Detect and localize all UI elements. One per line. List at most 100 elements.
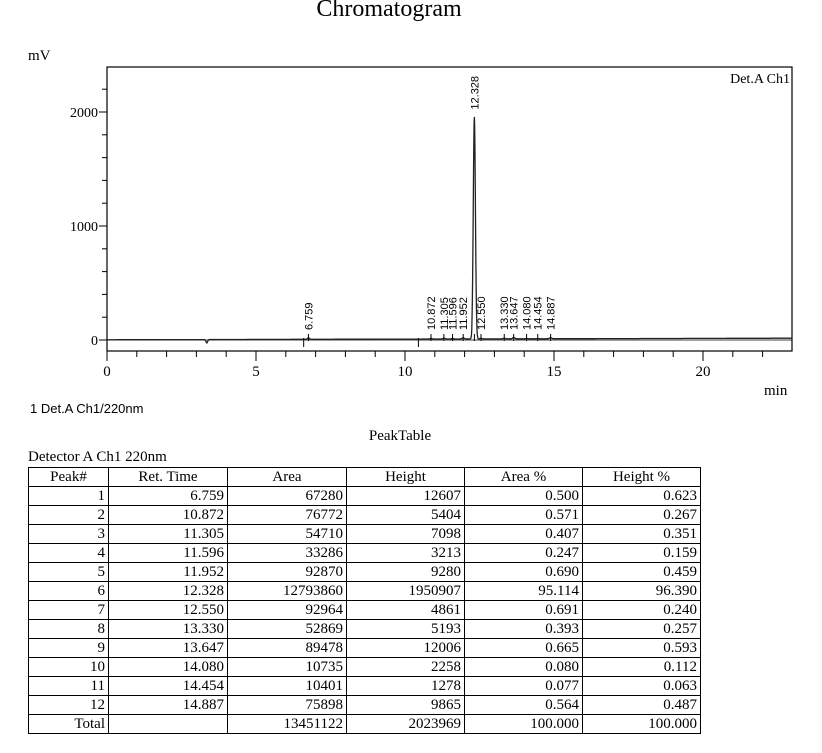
signal-trace [107,116,793,344]
cell-ret-time: 11.952 [108,562,228,582]
cell-area-pct: 0.500 [464,486,583,506]
cell-ret-time: 14.454 [108,676,228,696]
cell-area-pct: 0.080 [464,657,583,677]
peak-label: 12.550 [476,296,488,330]
cell-ret-time: 13.330 [108,619,228,639]
cell-peak-number: 4 [28,543,109,563]
cell-area: 67280 [227,486,347,506]
cell-peak-number: 6 [28,581,109,601]
y-tick-label: 1000 [70,220,98,235]
peak-label: 6.759 [303,302,315,330]
cell-height-pct: 0.487 [582,695,701,715]
col-height: Height [346,467,465,487]
cell-area: 10401 [227,676,347,696]
peak-label: 14.080 [522,296,534,330]
cell-area-pct: 0.571 [464,505,583,525]
channel-annotation: Det.A Ch1 [730,72,790,87]
table-row: 4 11.596 33286 3213 0.247 0.159 [28,543,701,563]
cell-area: 12793860 [227,581,347,601]
cell-area: 33286 [227,543,347,563]
x-axis-unit: min [764,383,788,399]
col-height-pct: Height % [582,467,701,487]
cell-area: 76772 [227,505,347,525]
table-row: 11 14.454 10401 1278 0.077 0.063 [28,676,701,696]
table-row: 9 13.647 89478 12006 0.665 0.593 [28,638,701,658]
cell-area-pct: 0.407 [464,524,583,544]
cell-height: 2023969 [346,714,465,734]
peak-label: 13.647 [509,296,521,330]
cell-area: 13451122 [227,714,347,734]
table-row: 8 13.330 52869 5193 0.393 0.257 [28,619,701,639]
table-row: 7 12.550 92964 4861 0.691 0.240 [28,600,701,620]
col-peak-number: Peak# [28,467,109,487]
cell-height: 9280 [346,562,465,582]
peak-table: Peak# Ret. Time Area Height Area % Heigh… [28,467,701,734]
cell-height: 2258 [346,657,465,677]
cell-peak-number: 7 [28,600,109,620]
peak-label: 11.596 [448,297,460,330]
cell-peak-number: 11 [28,676,109,696]
cell-height-pct: 0.257 [582,619,701,639]
table-row: 2 10.872 76772 5404 0.571 0.267 [28,505,701,525]
table-row: 6 12.328 12793860 1950907 95.114 96.390 [28,581,701,601]
cell-height: 1950907 [346,581,465,601]
table-total-row: Total 13451122 2023969 100.000 100.000 [28,714,701,734]
table-row: 5 11.952 92870 9280 0.690 0.459 [28,562,701,582]
cell-peak-number: 8 [28,619,109,639]
peak-label: 10.872 [426,296,438,330]
cell-ret-time [108,714,228,734]
cell-area-pct: 95.114 [464,581,583,601]
cell-area: 10735 [227,657,347,677]
cell-area-pct: 100.000 [464,714,583,734]
cell-ret-time: 11.596 [108,543,228,563]
x-tick-label: 20 [696,364,711,380]
chart-title: Chromatogram [316,0,462,22]
cell-height: 9865 [346,695,465,715]
peak-label: 13.330 [499,296,511,330]
y-tick-label: 2000 [70,106,98,121]
cell-height-pct: 0.159 [582,543,701,563]
cell-height-pct: 0.063 [582,676,701,696]
cell-height-pct: 96.390 [582,581,701,601]
peak-label: 11.305 [439,297,451,330]
y-axis-unit: mV [28,48,51,64]
peak-label: 14.887 [546,296,558,330]
peak-table-title: PeakTable [368,428,432,444]
cell-height-pct: 0.593 [582,638,701,658]
cell-area-pct: 0.691 [464,600,583,620]
cell-area: 89478 [227,638,347,658]
cell-peak-number: 3 [28,524,109,544]
cell-height: 7098 [346,524,465,544]
channel-legend: 1 Det.A Ch1/220nm [30,401,144,416]
cell-height: 12607 [346,486,465,506]
cell-ret-time: 11.305 [108,524,228,544]
cell-height: 12006 [346,638,465,658]
plot-frame [106,66,793,352]
cell-peak-number: 12 [28,695,109,715]
cell-ret-time: 12.550 [108,600,228,620]
peak-label: 12.328 [469,76,481,110]
cell-ret-time: 10.872 [108,505,228,525]
cell-height-pct: 0.267 [582,505,701,525]
cell-height: 5193 [346,619,465,639]
x-tick-label: 5 [252,364,260,380]
cell-ret-time: 14.887 [108,695,228,715]
cell-area-pct: 0.393 [464,619,583,639]
cell-area-pct: 0.690 [464,562,583,582]
cell-area: 75898 [227,695,347,715]
cell-ret-time: 12.328 [108,581,228,601]
cell-height-pct: 0.459 [582,562,701,582]
cell-area: 92870 [227,562,347,582]
cell-height: 5404 [346,505,465,525]
cell-height-pct: 0.112 [582,657,701,677]
peak-table-header: Peak# Ret. Time Area Height Area % Heigh… [28,467,701,487]
peak-label: 11.952 [458,297,470,330]
cell-height: 3213 [346,543,465,563]
x-tick-label: 10 [398,364,413,380]
cell-ret-time: 14.080 [108,657,228,677]
cell-peak-number: 5 [28,562,109,582]
cell-area-pct: 0.077 [464,676,583,696]
cell-peak-number: 9 [28,638,109,658]
detector-label: Detector A Ch1 220nm [28,449,167,465]
cell-height-pct: 0.623 [582,486,701,506]
